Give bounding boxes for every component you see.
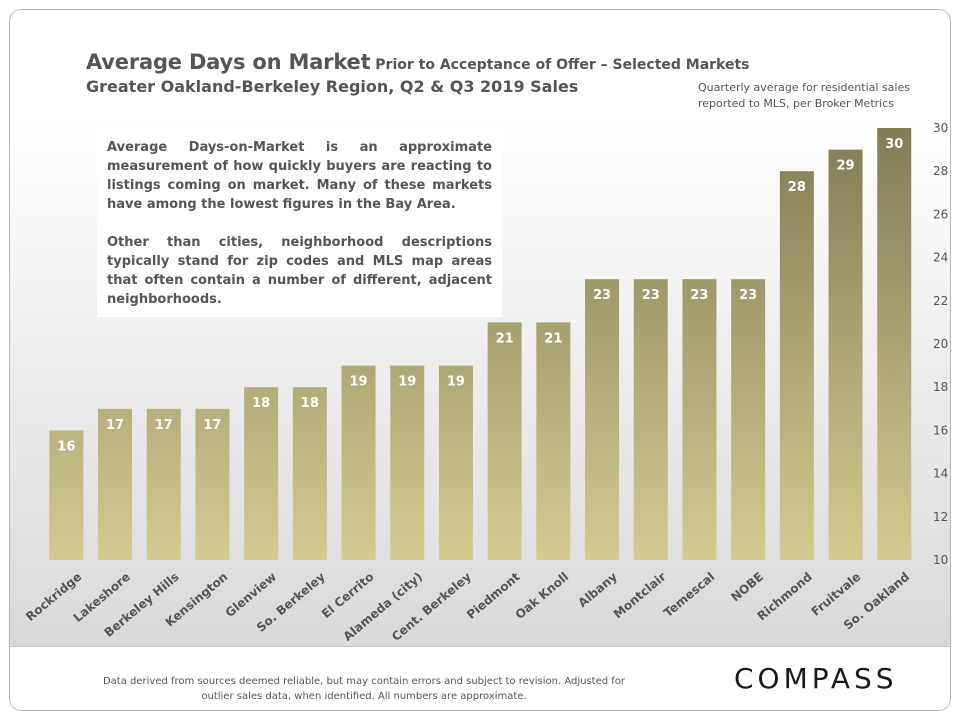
explanation-paragraph-1: Average Days-on-Market is an approximate… xyxy=(107,140,492,212)
data-label-15: 28 xyxy=(788,180,806,195)
y-tick-label-4: 18 xyxy=(933,380,948,394)
data-label-14: 23 xyxy=(739,288,757,303)
bar-0 xyxy=(49,430,84,560)
bar-14 xyxy=(731,279,766,560)
data-label-5: 18 xyxy=(301,396,319,411)
bar-7 xyxy=(390,365,425,560)
bar-5 xyxy=(292,387,327,560)
data-label-3: 17 xyxy=(203,418,221,433)
x-tick-label-12: Montclair xyxy=(611,570,669,622)
bar-4 xyxy=(244,387,279,560)
bar-8 xyxy=(438,365,473,560)
data-label-4: 18 xyxy=(252,396,270,411)
y-tick-label-7: 24 xyxy=(933,251,948,265)
x-tick-label-14: NOBE xyxy=(728,570,766,605)
data-label-7: 19 xyxy=(398,375,416,390)
bar-17 xyxy=(877,128,912,560)
data-label-9: 21 xyxy=(496,331,514,346)
data-label-1: 17 xyxy=(106,418,124,433)
bar-13 xyxy=(682,279,717,560)
y-tick-label-10: 30 xyxy=(933,121,948,135)
y-tick-label-2: 14 xyxy=(933,467,948,481)
data-label-17: 30 xyxy=(885,137,903,152)
bar-10 xyxy=(536,322,571,560)
data-label-2: 17 xyxy=(155,418,173,433)
bar-2 xyxy=(146,408,181,560)
y-tick-label-3: 16 xyxy=(933,423,948,437)
y-tick-label-1: 12 xyxy=(933,510,948,524)
x-tick-label-11: Albany xyxy=(575,569,620,610)
data-label-11: 23 xyxy=(593,288,611,303)
slide-frame: Average Days on Market Prior to Acceptan… xyxy=(9,9,951,711)
chart-subtitle: Greater Oakland-Berkeley Region, Q2 & Q3… xyxy=(86,77,579,96)
data-label-8: 19 xyxy=(447,375,465,390)
chart-note: Quarterly average for residential sales … xyxy=(698,81,910,110)
y-tick-label-6: 22 xyxy=(933,294,948,308)
data-label-16: 29 xyxy=(837,159,855,174)
data-label-6: 19 xyxy=(350,375,368,390)
bar-11 xyxy=(585,279,620,560)
data-label-13: 23 xyxy=(690,288,708,303)
title-rest: Prior to Acceptance of Offer – Selected … xyxy=(370,57,750,73)
bar-9 xyxy=(487,322,522,560)
bar-6 xyxy=(341,365,376,560)
title-main: Average Days on Market xyxy=(86,50,371,74)
data-label-10: 21 xyxy=(544,331,562,346)
explanation-textbox: Average Days-on-Market is an approximate… xyxy=(97,128,502,317)
y-tick-label-0: 10 xyxy=(933,553,948,567)
bar-16 xyxy=(828,149,863,560)
bar-1 xyxy=(98,408,133,560)
data-label-0: 16 xyxy=(57,439,75,454)
bar-15 xyxy=(779,171,814,560)
x-tick-label-13: Temescal xyxy=(661,570,717,620)
data-label-12: 23 xyxy=(642,288,660,303)
compass-logo: COMPASS xyxy=(734,662,898,695)
y-tick-label-5: 20 xyxy=(933,337,948,351)
x-tick-label-10: Oak Knoll xyxy=(513,570,572,622)
explanation-paragraph-2: Other than cities, neighborhood descript… xyxy=(107,235,492,307)
y-tick-label-8: 26 xyxy=(933,207,948,221)
y-tick-label-9: 28 xyxy=(933,164,948,178)
footer-disclaimer: Data derived from sources deemed reliabl… xyxy=(102,676,626,702)
chart-title: Average Days on Market Prior to Acceptan… xyxy=(86,50,750,74)
footer-divider xyxy=(10,646,950,647)
bar-3 xyxy=(195,408,230,560)
bar-12 xyxy=(633,279,668,560)
